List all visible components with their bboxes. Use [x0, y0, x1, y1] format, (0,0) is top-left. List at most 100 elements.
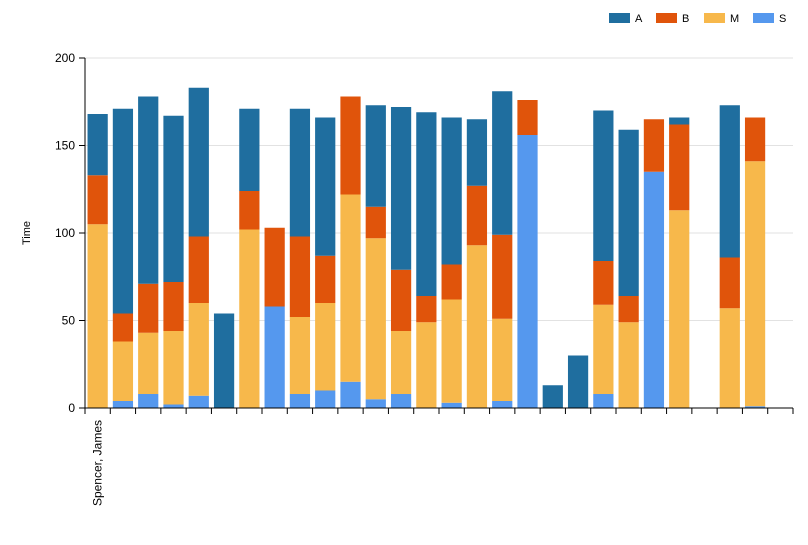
bar-segment-m[interactable] [744, 161, 766, 407]
bars [87, 87, 766, 409]
bar-segment-s[interactable] [492, 401, 513, 408]
bar-segment-m[interactable] [593, 304, 614, 394]
bar-segment-b[interactable] [188, 236, 209, 304]
bar-segment-s[interactable] [315, 390, 336, 409]
y-tick-label: 150 [55, 139, 75, 153]
bar-segment-a[interactable] [365, 105, 386, 207]
bar-segment-m[interactable] [466, 245, 488, 408]
bar-segment-a[interactable] [719, 105, 740, 258]
bar-segment-b[interactable] [138, 283, 159, 333]
bar-segment-m[interactable] [315, 303, 336, 391]
bar-segment-m[interactable] [87, 224, 108, 408]
bar-segment-a[interactable] [138, 96, 159, 284]
bar-segment-b[interactable] [618, 296, 639, 323]
legend-item-s[interactable]: S [753, 13, 786, 25]
bar-segment-m[interactable] [163, 331, 184, 405]
bar-segment-b[interactable] [643, 119, 665, 172]
bar-segment-m[interactable] [719, 308, 740, 408]
bar-segment-a[interactable] [289, 108, 311, 237]
bar-segment-s[interactable] [188, 395, 209, 408]
y-tick-label: 50 [62, 314, 76, 328]
y-tick-label: 200 [55, 51, 75, 65]
bar-segment-s[interactable] [138, 394, 159, 408]
bar-segment-a[interactable] [239, 108, 260, 191]
bar-segment-a[interactable] [112, 108, 134, 314]
bar-segment-a[interactable] [593, 110, 614, 262]
bar-segment-s[interactable] [593, 394, 614, 408]
bar-segment-m[interactable] [112, 341, 134, 402]
bar-segment-m[interactable] [138, 332, 159, 394]
bar-segment-a[interactable] [492, 91, 513, 235]
legend-item-m[interactable]: M [704, 13, 739, 25]
y-tick-label: 100 [55, 226, 75, 240]
bar-segment-s[interactable] [744, 406, 766, 408]
bar-segment-b[interactable] [669, 124, 690, 211]
legend-label: A [635, 13, 643, 25]
bar-segment-b[interactable] [239, 191, 260, 230]
bar-segment-s[interactable] [390, 394, 412, 408]
bar-segment-b[interactable] [719, 257, 740, 309]
legend-label: B [682, 13, 689, 25]
bar-segment-m[interactable] [618, 322, 639, 408]
bar-segment-b[interactable] [87, 175, 108, 225]
bar-segment-b[interactable] [492, 234, 513, 319]
bar-segment-b[interactable] [340, 96, 361, 195]
bar-segment-m[interactable] [340, 194, 361, 382]
legend-label: S [779, 13, 786, 25]
bar-segment-b[interactable] [593, 261, 614, 305]
bar-segment-b[interactable] [517, 100, 538, 135]
bar-segment-m[interactable] [365, 238, 386, 400]
bar-segment-m[interactable] [289, 317, 311, 394]
bar-segment-a[interactable] [466, 119, 488, 186]
bar-segment-a[interactable] [213, 313, 235, 409]
bar-segment-b[interactable] [264, 227, 285, 307]
bar-segment-s[interactable] [264, 306, 285, 409]
bar-segment-a[interactable] [390, 107, 412, 270]
bar-segment-b[interactable] [163, 282, 184, 331]
bar-segment-a[interactable] [188, 87, 209, 237]
bar-segment-m[interactable] [441, 299, 462, 403]
bar-segment-m[interactable] [416, 322, 437, 408]
bar-segment-a[interactable] [669, 117, 690, 125]
bar-segment-a[interactable] [87, 114, 108, 176]
bar-segment-s[interactable] [365, 399, 386, 408]
bar-segment-a[interactable] [542, 385, 563, 408]
bar-segment-b[interactable] [315, 255, 336, 303]
bar-segment-b[interactable] [744, 117, 766, 162]
bar-segment-s[interactable] [340, 381, 361, 408]
bar-segment-a[interactable] [163, 115, 184, 282]
x-tick-label: Spencer, James [91, 420, 105, 506]
bar-segment-s[interactable] [289, 394, 311, 408]
bar-segment-m[interactable] [669, 210, 690, 408]
bar-segment-a[interactable] [567, 355, 589, 409]
bar-segment-s[interactable] [517, 135, 538, 408]
bar-segment-s[interactable] [163, 404, 184, 409]
bar-segment-b[interactable] [416, 296, 437, 323]
legend-item-a[interactable]: A [609, 13, 643, 25]
bar-segment-m[interactable] [492, 318, 513, 401]
y-tick-label: 0 [68, 401, 75, 415]
bar-segment-s[interactable] [112, 401, 134, 408]
legend-item-b[interactable]: B [656, 13, 689, 25]
legend-swatch [656, 13, 677, 23]
bar-segment-a[interactable] [441, 117, 462, 265]
axes: 0 50 100 150 200 Spencer, James [55, 51, 794, 506]
bar-segment-s[interactable] [441, 402, 462, 408]
bar-segment-a[interactable] [618, 129, 639, 296]
bar-segment-b[interactable] [112, 313, 134, 342]
bar-segment-b[interactable] [365, 206, 386, 239]
bar-segment-s[interactable] [643, 171, 665, 408]
bar-segment-a[interactable] [416, 112, 437, 296]
bar-segment-m[interactable] [188, 303, 209, 396]
bar-segment-b[interactable] [441, 264, 462, 300]
legend-label: M [730, 13, 739, 25]
bar-segment-m[interactable] [390, 331, 412, 394]
bar-segment-m[interactable] [239, 229, 260, 409]
bar-segment-a[interactable] [315, 117, 336, 256]
legend-swatch [704, 13, 725, 23]
bar-segment-b[interactable] [390, 269, 412, 331]
bar-segment-b[interactable] [289, 236, 311, 318]
bar-segment-b[interactable] [466, 185, 488, 246]
